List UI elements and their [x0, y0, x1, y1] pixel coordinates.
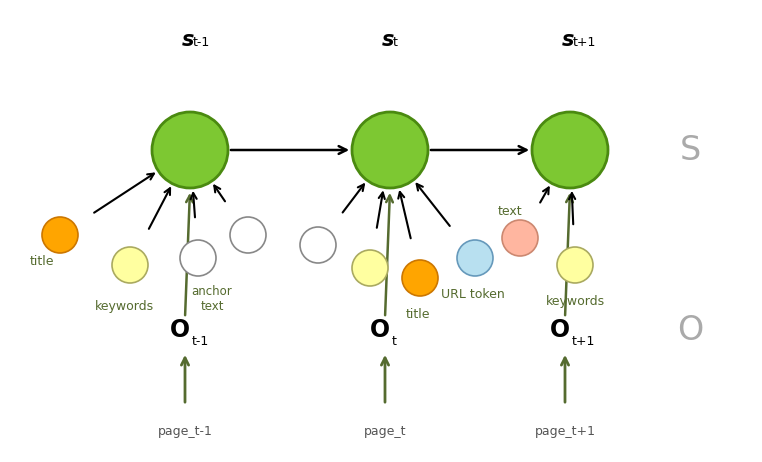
Text: O: O	[550, 318, 570, 342]
Circle shape	[532, 112, 608, 188]
Circle shape	[402, 260, 438, 296]
Circle shape	[112, 247, 148, 283]
Text: text: text	[498, 205, 522, 218]
Text: t-1: t-1	[193, 36, 210, 49]
Circle shape	[352, 250, 388, 286]
Circle shape	[502, 220, 538, 256]
Text: page_t-1: page_t-1	[158, 425, 213, 438]
Text: keywords: keywords	[546, 295, 604, 308]
Text: s: s	[382, 30, 395, 50]
Text: URL token: URL token	[441, 288, 505, 301]
Text: page_t+1: page_t+1	[534, 425, 595, 438]
Circle shape	[152, 112, 228, 188]
Text: O: O	[370, 318, 390, 342]
Text: title: title	[405, 308, 431, 321]
Text: s: s	[182, 30, 194, 50]
Circle shape	[42, 217, 78, 253]
Text: t-1: t-1	[192, 335, 210, 348]
Text: O: O	[170, 318, 190, 342]
Text: O: O	[677, 314, 703, 346]
Text: title: title	[30, 255, 55, 268]
Text: s: s	[562, 30, 575, 50]
Circle shape	[300, 227, 336, 263]
Text: t+1: t+1	[572, 335, 595, 348]
Text: t+1: t+1	[573, 36, 597, 49]
Text: keywords: keywords	[95, 300, 154, 313]
Circle shape	[457, 240, 493, 276]
Text: anchor
text: anchor text	[191, 285, 232, 313]
Circle shape	[230, 217, 266, 253]
Text: S: S	[680, 134, 700, 166]
Circle shape	[180, 240, 216, 276]
Circle shape	[557, 247, 593, 283]
Circle shape	[352, 112, 428, 188]
Text: t: t	[392, 335, 397, 348]
Text: t: t	[393, 36, 398, 49]
Text: page_t: page_t	[363, 425, 406, 438]
